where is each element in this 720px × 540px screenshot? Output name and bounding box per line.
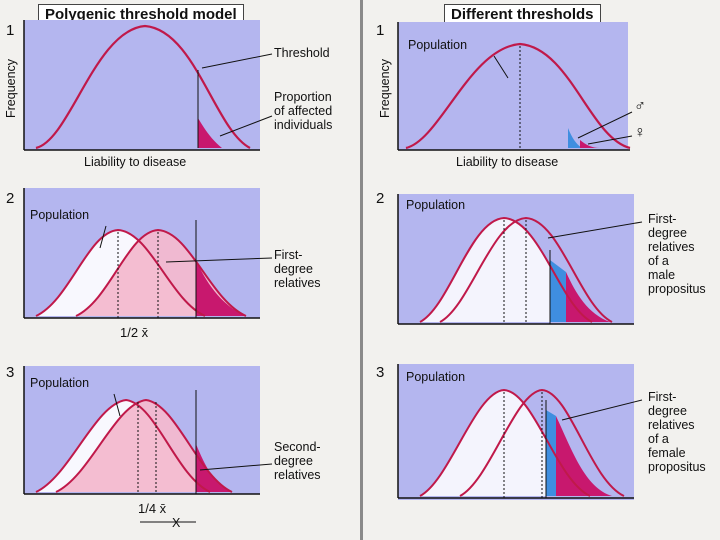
leader-threshold [201, 53, 273, 69]
quarter-x-label: 1/4 x̄ [138, 501, 167, 516]
panel-number-3-left: 3 [6, 364, 15, 381]
half-x-label: 1/2 x̄ [120, 325, 149, 340]
left1-tail-fill [198, 118, 222, 148]
female-symbol: ♀ [634, 124, 646, 141]
panel-number-3-right: 3 [376, 364, 385, 381]
panel-number-1-right: 1 [376, 22, 385, 39]
x-axis-label-right: Liability to disease [456, 155, 559, 169]
left1-curve [35, 24, 251, 150]
x-mark-label: X [172, 516, 181, 530]
y-axis-label-right: Frequency [378, 58, 392, 118]
male-symbol: ♂ [634, 98, 646, 115]
first-degree-female-label: First-degree relatives of a female proposit… [648, 390, 706, 474]
population-label-right2: Population [406, 198, 466, 212]
left2-tail-fill [196, 260, 246, 316]
panel-number-1-left: 1 [6, 22, 15, 39]
population-label-left3: Population [30, 376, 90, 390]
population-label-right1: Population [408, 38, 468, 52]
panel-number-2-right: 2 [376, 190, 385, 207]
threshold-label: Threshold [274, 46, 330, 60]
left-panel-1 [24, 20, 260, 150]
x-axis-label-left: Liability to disease [84, 155, 187, 169]
leader-proportion [219, 115, 273, 137]
first-degree-label: First-degree relatives [274, 248, 321, 290]
right-panel-1 [398, 22, 628, 150]
first-degree-male-label: First-degree relatives of a male propositus [648, 212, 706, 296]
panel-number-2-left: 2 [6, 190, 15, 207]
page-divider [360, 0, 363, 540]
population-label-left2: Population [30, 208, 90, 222]
proportion-label: Proportion of affected individuals [274, 90, 333, 132]
second-degree-label: Second-degree relatives [274, 440, 321, 482]
population-label-right3: Population [406, 370, 466, 384]
right-heading: Different thresholds [444, 4, 601, 26]
y-axis-label-left: Frequency [4, 58, 18, 118]
